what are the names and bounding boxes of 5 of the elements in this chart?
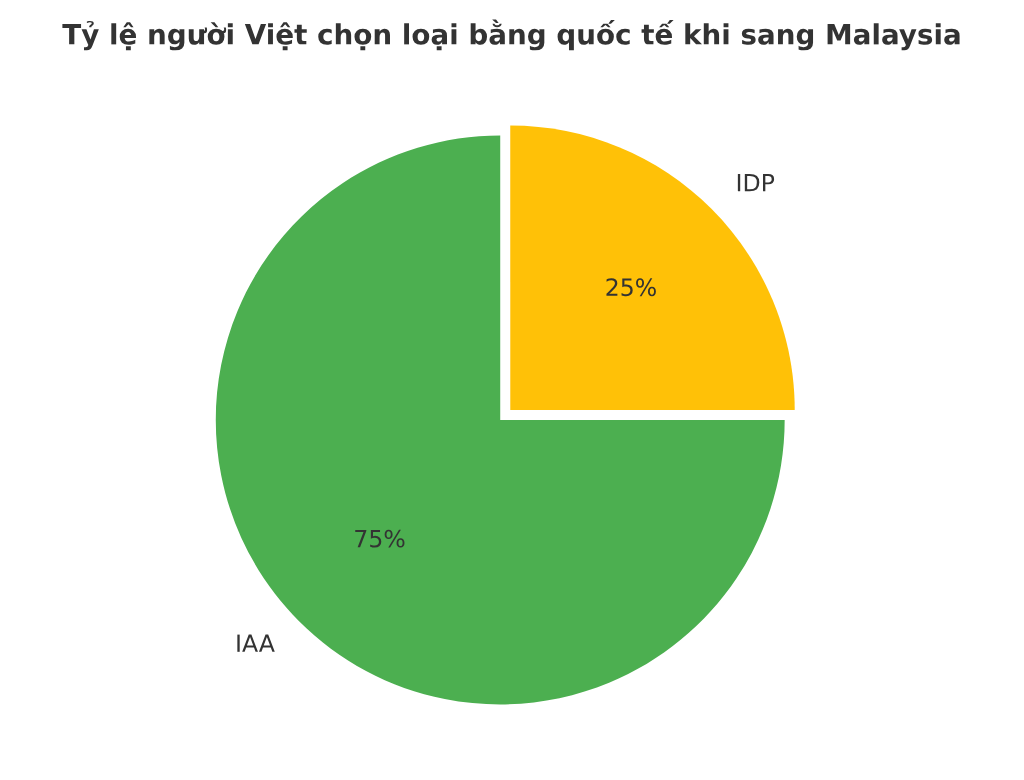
data-label: 75%: [355, 529, 405, 548]
slice-label: IAA: [237, 634, 275, 652]
data-label: 25%: [606, 278, 656, 297]
slice-label: IDP: [737, 174, 775, 192]
chart-title: Tỷ lệ người Việt chọn loại bằng quốc tế khi sang Malaysia: [62, 19, 960, 51]
